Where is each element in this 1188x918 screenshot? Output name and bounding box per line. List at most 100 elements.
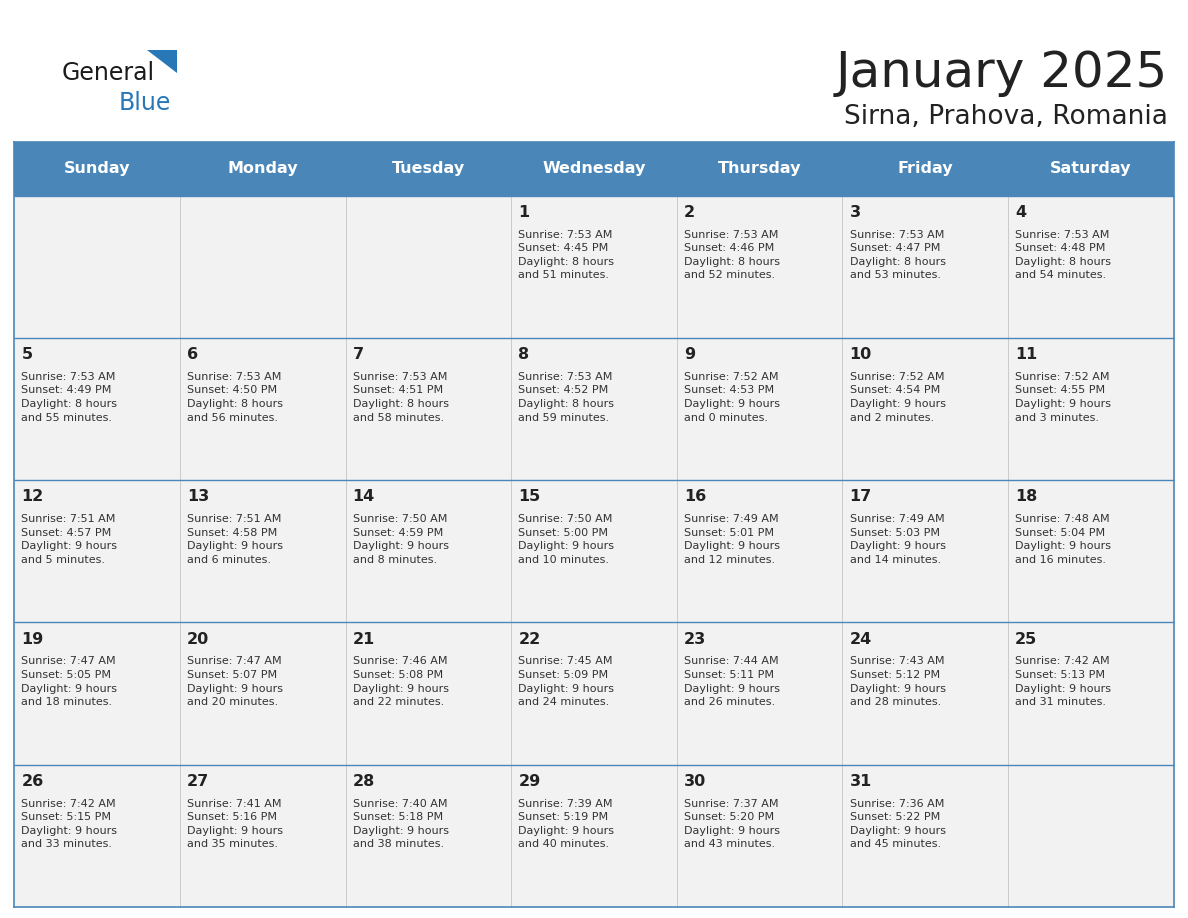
Text: Sunrise: 7:50 AM
Sunset: 5:00 PM
Daylight: 9 hours
and 10 minutes.: Sunrise: 7:50 AM Sunset: 5:00 PM Dayligh… [518,514,614,565]
Text: Sunrise: 7:45 AM
Sunset: 5:09 PM
Daylight: 9 hours
and 24 minutes.: Sunrise: 7:45 AM Sunset: 5:09 PM Dayligh… [518,656,614,707]
Text: Sunrise: 7:53 AM
Sunset: 4:47 PM
Daylight: 8 hours
and 53 minutes.: Sunrise: 7:53 AM Sunset: 4:47 PM Dayligh… [849,230,946,280]
Text: Sunrise: 7:44 AM
Sunset: 5:11 PM
Daylight: 9 hours
and 26 minutes.: Sunrise: 7:44 AM Sunset: 5:11 PM Dayligh… [684,656,781,707]
Text: 18: 18 [1016,489,1037,504]
Text: 6: 6 [187,347,198,362]
Text: Sunrise: 7:46 AM
Sunset: 5:08 PM
Daylight: 9 hours
and 22 minutes.: Sunrise: 7:46 AM Sunset: 5:08 PM Dayligh… [353,656,449,707]
Bar [179,480,346,622]
Bar [1009,480,1174,622]
Text: Monday: Monday [227,162,298,176]
Text: Sunrise: 7:52 AM
Sunset: 4:55 PM
Daylight: 9 hours
and 3 minutes.: Sunrise: 7:52 AM Sunset: 4:55 PM Dayligh… [1016,372,1111,422]
Text: Sunrise: 7:53 AM
Sunset: 4:49 PM
Daylight: 8 hours
and 55 minutes.: Sunrise: 7:53 AM Sunset: 4:49 PM Dayligh… [21,372,118,422]
Text: January 2025: January 2025 [835,50,1168,97]
Text: 13: 13 [187,489,209,504]
Bar [179,142,346,196]
Bar [677,338,842,480]
Bar [346,196,511,338]
Text: 29: 29 [518,774,541,789]
Bar [346,338,511,480]
Text: Sunrise: 7:51 AM
Sunset: 4:57 PM
Daylight: 9 hours
and 5 minutes.: Sunrise: 7:51 AM Sunset: 4:57 PM Dayligh… [21,514,118,565]
Bar [14,480,179,622]
Text: 25: 25 [1016,632,1037,646]
Bar [511,196,677,338]
Text: Sunrise: 7:52 AM
Sunset: 4:54 PM
Daylight: 9 hours
and 2 minutes.: Sunrise: 7:52 AM Sunset: 4:54 PM Dayligh… [849,372,946,422]
Text: Sunrise: 7:37 AM
Sunset: 5:20 PM
Daylight: 9 hours
and 43 minutes.: Sunrise: 7:37 AM Sunset: 5:20 PM Dayligh… [684,799,781,849]
Text: 30: 30 [684,774,706,789]
Text: Sunrise: 7:47 AM
Sunset: 5:05 PM
Daylight: 9 hours
and 18 minutes.: Sunrise: 7:47 AM Sunset: 5:05 PM Dayligh… [21,656,118,707]
Text: 20: 20 [187,632,209,646]
Text: Sunrise: 7:53 AM
Sunset: 4:52 PM
Daylight: 8 hours
and 59 minutes.: Sunrise: 7:53 AM Sunset: 4:52 PM Dayligh… [518,372,614,422]
Bar [1009,196,1174,338]
Bar [346,622,511,765]
Text: Sunrise: 7:50 AM
Sunset: 4:59 PM
Daylight: 9 hours
and 8 minutes.: Sunrise: 7:50 AM Sunset: 4:59 PM Dayligh… [353,514,449,565]
Bar [842,142,1009,196]
Text: 19: 19 [21,632,44,646]
Text: 2: 2 [684,205,695,219]
Bar [14,338,179,480]
Text: 9: 9 [684,347,695,362]
Bar [677,480,842,622]
Text: Sunrise: 7:40 AM
Sunset: 5:18 PM
Daylight: 9 hours
and 38 minutes.: Sunrise: 7:40 AM Sunset: 5:18 PM Dayligh… [353,799,449,849]
Bar [1009,765,1174,907]
Text: 23: 23 [684,632,706,646]
Text: Blue: Blue [119,91,171,115]
Text: Sunrise: 7:41 AM
Sunset: 5:16 PM
Daylight: 9 hours
and 35 minutes.: Sunrise: 7:41 AM Sunset: 5:16 PM Dayligh… [187,799,283,849]
Polygon shape [147,50,177,73]
Text: Sunrise: 7:48 AM
Sunset: 5:04 PM
Daylight: 9 hours
and 16 minutes.: Sunrise: 7:48 AM Sunset: 5:04 PM Dayligh… [1016,514,1111,565]
Bar [677,142,842,196]
Text: 22: 22 [518,632,541,646]
Text: Sunrise: 7:53 AM
Sunset: 4:51 PM
Daylight: 8 hours
and 58 minutes.: Sunrise: 7:53 AM Sunset: 4:51 PM Dayligh… [353,372,449,422]
Bar [511,622,677,765]
Text: Thursday: Thursday [718,162,802,176]
Text: 21: 21 [353,632,375,646]
Text: Sunrise: 7:53 AM
Sunset: 4:48 PM
Daylight: 8 hours
and 54 minutes.: Sunrise: 7:53 AM Sunset: 4:48 PM Dayligh… [1016,230,1111,280]
Text: 8: 8 [518,347,530,362]
Text: 14: 14 [353,489,375,504]
Bar [179,622,346,765]
Bar [842,765,1009,907]
Bar [511,142,677,196]
Text: 10: 10 [849,347,872,362]
Bar [677,622,842,765]
Bar [677,765,842,907]
Text: Sunrise: 7:42 AM
Sunset: 5:13 PM
Daylight: 9 hours
and 31 minutes.: Sunrise: 7:42 AM Sunset: 5:13 PM Dayligh… [1016,656,1111,707]
Text: Sunrise: 7:47 AM
Sunset: 5:07 PM
Daylight: 9 hours
and 20 minutes.: Sunrise: 7:47 AM Sunset: 5:07 PM Dayligh… [187,656,283,707]
Bar [842,480,1009,622]
Text: 15: 15 [518,489,541,504]
Text: 16: 16 [684,489,706,504]
Bar [1009,338,1174,480]
Text: 1: 1 [518,205,530,219]
Bar [179,765,346,907]
Text: 11: 11 [1016,347,1037,362]
Text: 26: 26 [21,774,44,789]
Text: Sunrise: 7:43 AM
Sunset: 5:12 PM
Daylight: 9 hours
and 28 minutes.: Sunrise: 7:43 AM Sunset: 5:12 PM Dayligh… [849,656,946,707]
Text: Sunrise: 7:39 AM
Sunset: 5:19 PM
Daylight: 9 hours
and 40 minutes.: Sunrise: 7:39 AM Sunset: 5:19 PM Dayligh… [518,799,614,849]
Text: General: General [62,62,154,85]
Bar [842,338,1009,480]
Text: 31: 31 [849,774,872,789]
Bar [14,765,179,907]
Text: Sunrise: 7:53 AM
Sunset: 4:45 PM
Daylight: 8 hours
and 51 minutes.: Sunrise: 7:53 AM Sunset: 4:45 PM Dayligh… [518,230,614,280]
Bar [511,765,677,907]
Text: 4: 4 [1016,205,1026,219]
Text: Sunrise: 7:49 AM
Sunset: 5:01 PM
Daylight: 9 hours
and 12 minutes.: Sunrise: 7:49 AM Sunset: 5:01 PM Dayligh… [684,514,781,565]
Text: 24: 24 [849,632,872,646]
Bar [1009,142,1174,196]
Bar [842,196,1009,338]
Text: Tuesday: Tuesday [392,162,465,176]
Bar [511,480,677,622]
Bar [1009,622,1174,765]
Bar [179,196,346,338]
Text: Sunrise: 7:53 AM
Sunset: 4:46 PM
Daylight: 8 hours
and 52 minutes.: Sunrise: 7:53 AM Sunset: 4:46 PM Dayligh… [684,230,781,280]
Text: 28: 28 [353,774,375,789]
Text: Sunrise: 7:36 AM
Sunset: 5:22 PM
Daylight: 9 hours
and 45 minutes.: Sunrise: 7:36 AM Sunset: 5:22 PM Dayligh… [849,799,946,849]
Bar [14,142,179,196]
Bar [346,142,511,196]
Text: Sunrise: 7:53 AM
Sunset: 4:50 PM
Daylight: 8 hours
and 56 minutes.: Sunrise: 7:53 AM Sunset: 4:50 PM Dayligh… [187,372,283,422]
Text: 17: 17 [849,489,872,504]
Text: Sunrise: 7:51 AM
Sunset: 4:58 PM
Daylight: 9 hours
and 6 minutes.: Sunrise: 7:51 AM Sunset: 4:58 PM Dayligh… [187,514,283,565]
Text: Saturday: Saturday [1050,162,1132,176]
Bar [511,338,677,480]
Text: Sirna, Prahova, Romania: Sirna, Prahova, Romania [843,104,1168,129]
Text: 3: 3 [849,205,861,219]
Text: 5: 5 [21,347,32,362]
